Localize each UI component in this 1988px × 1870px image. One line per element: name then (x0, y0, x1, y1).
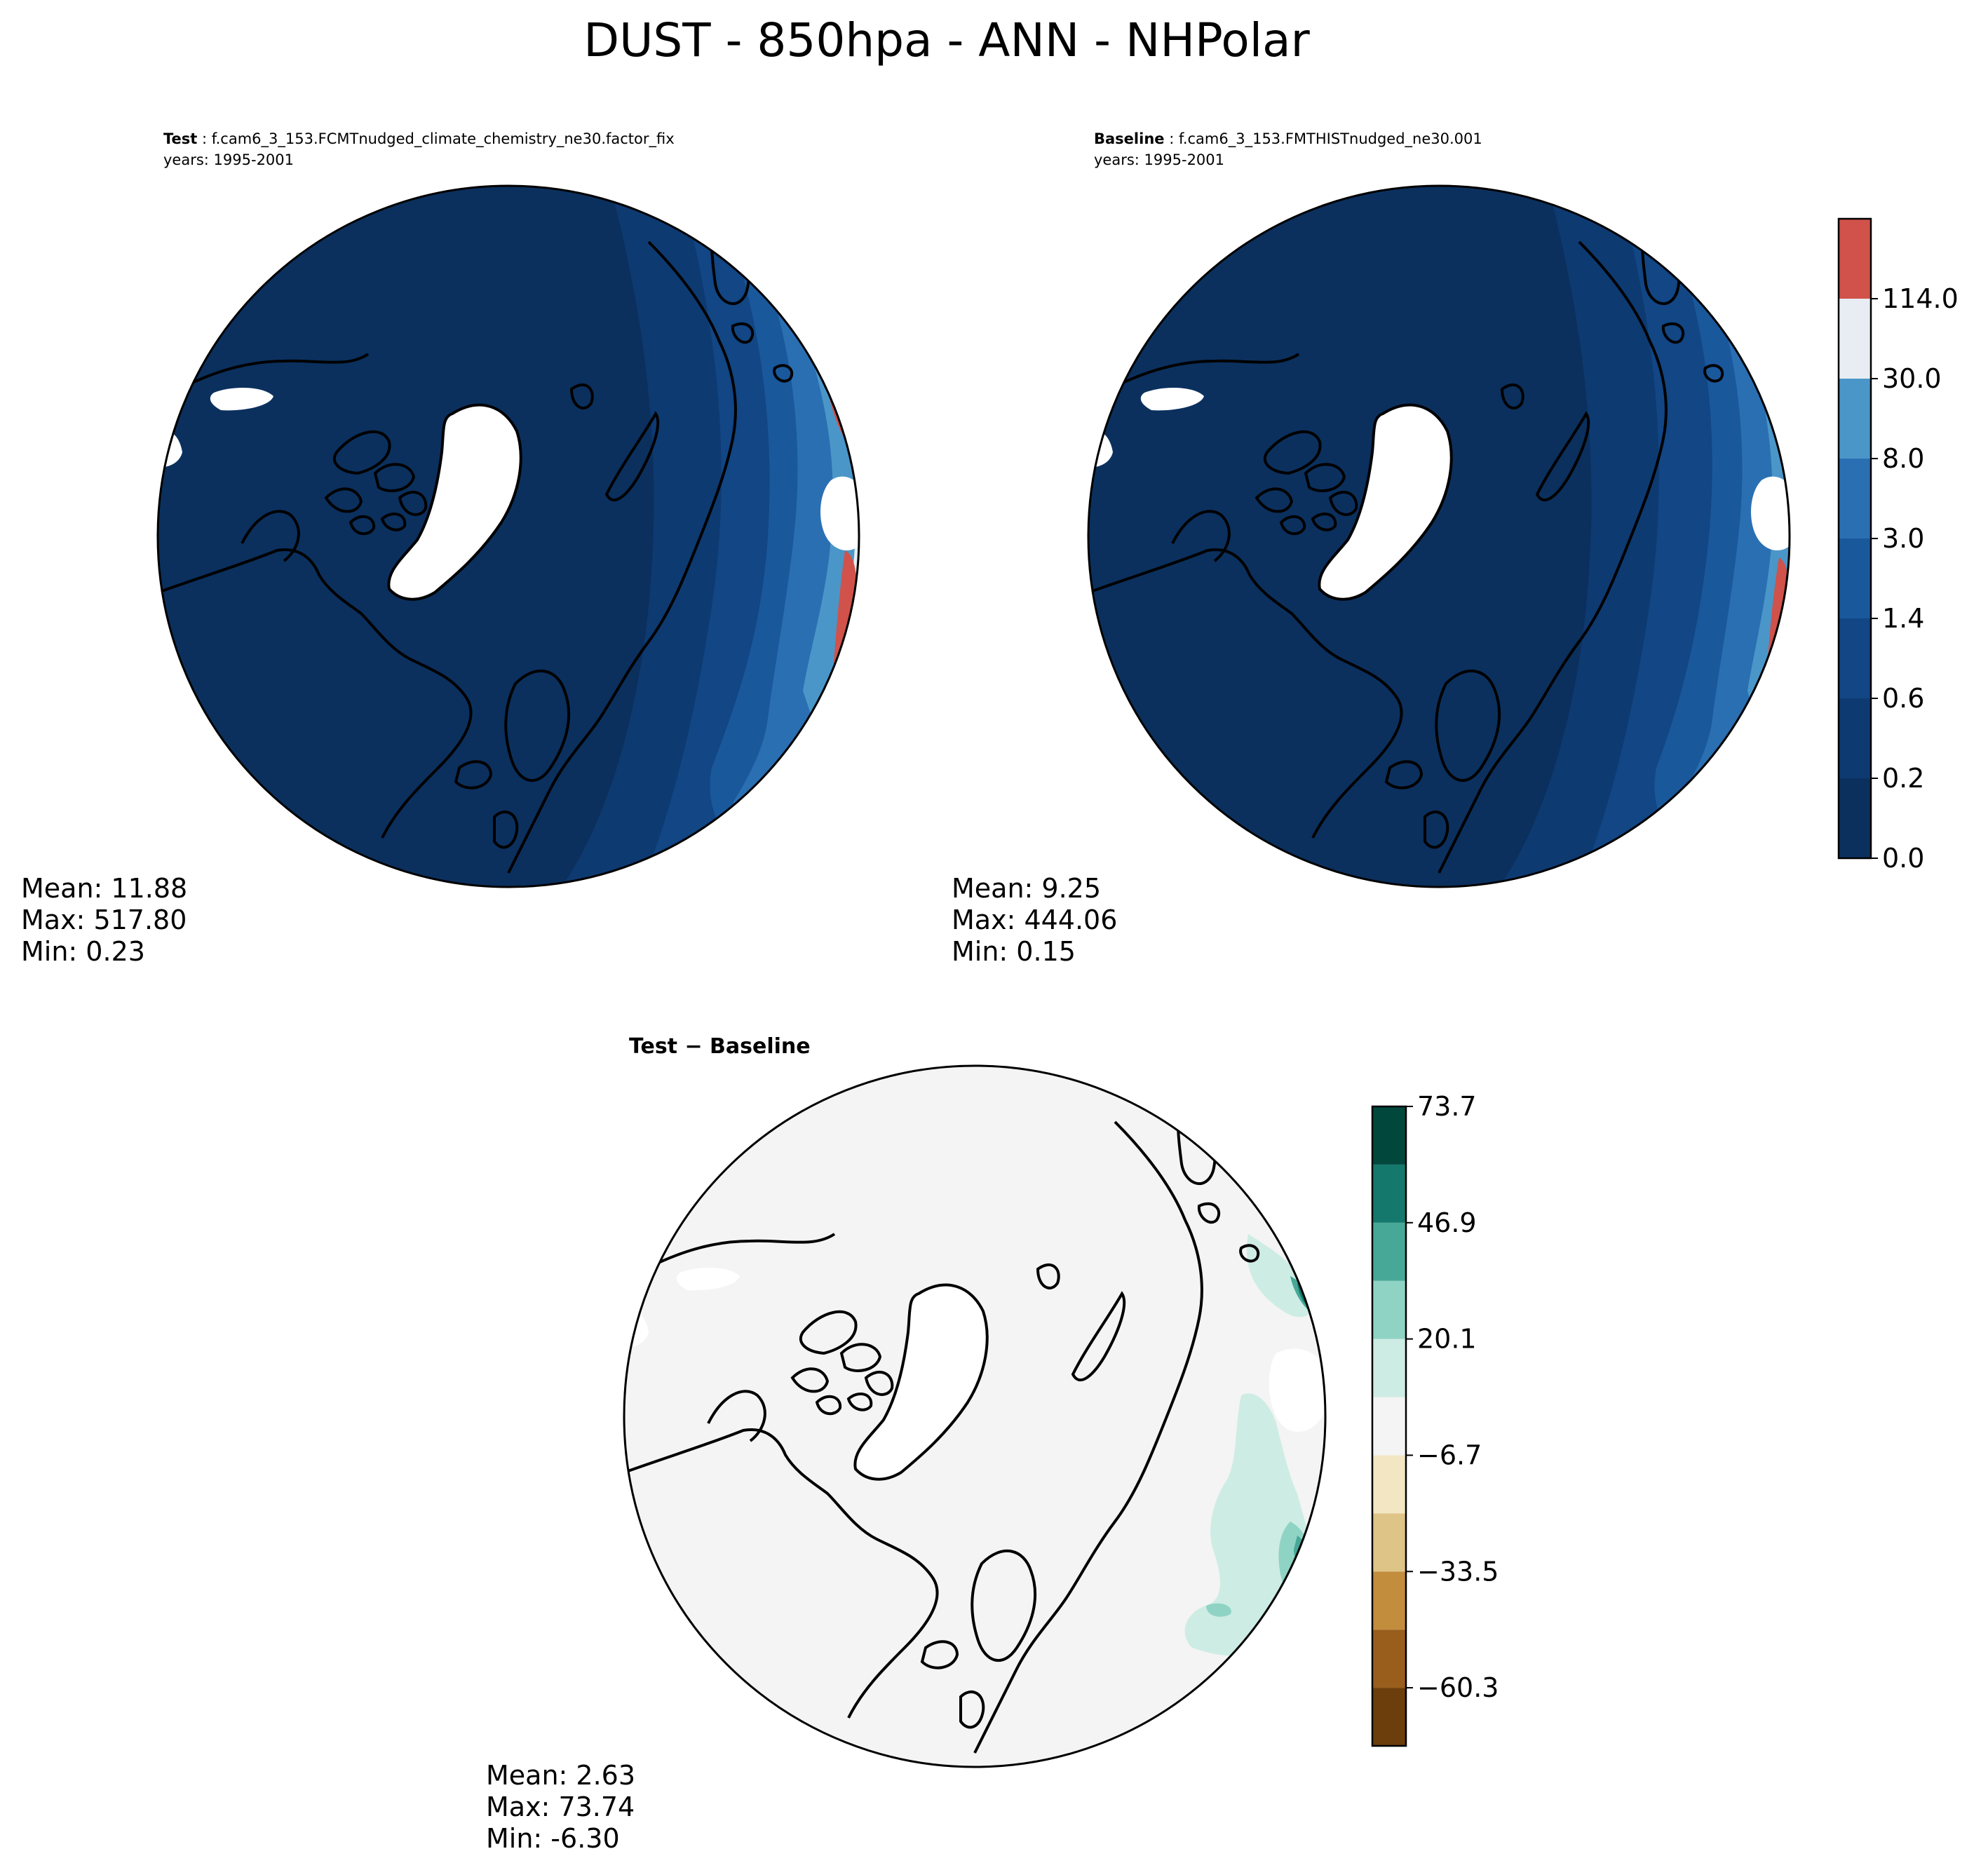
test-min: Min: 0.23 (21, 936, 145, 967)
test-panel: Test : f.cam6_3_153.FCMTnudged_climate_c… (21, 130, 860, 967)
svg-text:Test : f.cam6_3_153.FCMTnudged: Test : f.cam6_3_153.FCMTnudged_climate_c… (163, 130, 675, 148)
colorbar-diff-block (1372, 1571, 1406, 1630)
colorbar-main-block (1839, 618, 1871, 698)
baseline-min: Min: 0.15 (952, 936, 1076, 967)
colorbar-diff-block (1372, 1397, 1406, 1456)
test-case-name: f.cam6_3_153.FCMTnudged_climate_chemistr… (212, 130, 675, 148)
test-mean: Mean: 11.88 (21, 873, 187, 904)
colorbar-diff-ticks: −60.3 −33.5 −6.7 20.1 46.9 73.7 (1406, 1091, 1499, 1703)
colorbar-main-tick-label: 3.0 (1882, 523, 1924, 554)
diff-label: Test − Baseline (629, 1034, 811, 1059)
colorbar-main-tick-label: 30.0 (1882, 363, 1942, 394)
test-label-colon: : (197, 130, 211, 147)
diff-max: Max: 73.74 (486, 1791, 635, 1822)
colorbar-main-tick-label: 1.4 (1882, 603, 1924, 634)
baseline-label-colon: : (1165, 130, 1179, 147)
colorbar-main-block (1839, 299, 1871, 379)
baseline-map (1087, 184, 1791, 888)
colorbar-main: 0.0 0.2 0.6 1.4 3.0 8.0 30.0 114.0 (1837, 217, 1959, 874)
colorbar-main-tick-label: 0.0 (1882, 843, 1924, 874)
colorbar-main-ticks: 0.0 0.2 0.6 1.4 3.0 8.0 30.0 114.0 (1871, 283, 1959, 874)
colorbar-main-block (1839, 379, 1871, 459)
diff-min: Min: -6.30 (486, 1823, 620, 1854)
colorbar-diff-block (1372, 1513, 1406, 1572)
colorbar-main-tick-label: 0.2 (1882, 763, 1924, 794)
baseline-label-bold: Baseline (1094, 130, 1165, 147)
colorbar-diff-tick-label: −60.3 (1417, 1672, 1499, 1703)
colorbar-main-block (1839, 538, 1871, 618)
baseline-case-name: f.cam6_3_153.FMTHISTnudged_ne30.001 (1179, 130, 1482, 148)
colorbar-diff-tick-label: 20.1 (1417, 1324, 1477, 1355)
test-years: years: 1995-2001 (163, 151, 294, 168)
colorbar-main-tick-label: 114.0 (1882, 283, 1959, 314)
colorbar-main-blocks (1839, 219, 1871, 858)
colorbar-diff-block (1372, 1630, 1406, 1688)
colorbar-diff-tick-label: 73.7 (1417, 1091, 1477, 1122)
diff-mean: Mean: 2.63 (486, 1760, 635, 1791)
colorbar-diff-tick-label: −6.7 (1417, 1439, 1482, 1470)
colorbar-diff-tick-label: 46.9 (1417, 1207, 1477, 1238)
figure-title: DUST - 850hpa - ANN - NHPolar (583, 13, 1310, 67)
test-label-bold: Test (163, 130, 197, 147)
test-map (156, 184, 860, 888)
colorbar-main-block (1839, 778, 1871, 858)
colorbar-diff-tick-label: −33.5 (1417, 1556, 1499, 1587)
colorbar-main-tick-label: 8.0 (1882, 443, 1924, 474)
colorbar-diff-block (1372, 1455, 1406, 1514)
colorbar-diff: −60.3 −33.5 −6.7 20.1 46.9 73.7 (1371, 1091, 1499, 1747)
colorbar-diff-block (1372, 1164, 1406, 1223)
colorbar-diff-block (1372, 1688, 1406, 1746)
colorbar-diff-blocks (1372, 1106, 1406, 1746)
baseline-max: Max: 444.06 (952, 904, 1117, 935)
colorbar-diff-block (1372, 1339, 1406, 1397)
baseline-years: years: 1995-2001 (1094, 151, 1224, 168)
baseline-mean: Mean: 9.25 (952, 873, 1101, 904)
colorbar-main-block (1839, 459, 1871, 538)
svg-text:Baseline : f.cam6_3_153.FMTHIS: Baseline : f.cam6_3_153.FMTHISTnudged_ne… (1094, 130, 1482, 148)
test-max: Max: 517.80 (21, 904, 187, 935)
colorbar-diff-block (1372, 1106, 1406, 1165)
colorbar-main-block (1839, 698, 1871, 778)
diff-map (623, 1064, 1327, 1768)
colorbar-diff-block (1372, 1222, 1406, 1281)
colorbar-main-tick-label: 0.6 (1882, 683, 1924, 714)
colorbar-main-block (1839, 219, 1871, 299)
diff-panel: Test − Baseline Mea (486, 1034, 1327, 1854)
colorbar-diff-block (1372, 1280, 1406, 1339)
baseline-panel: Baseline : f.cam6_3_153.FMTHISTnudged_ne… (952, 130, 1791, 967)
